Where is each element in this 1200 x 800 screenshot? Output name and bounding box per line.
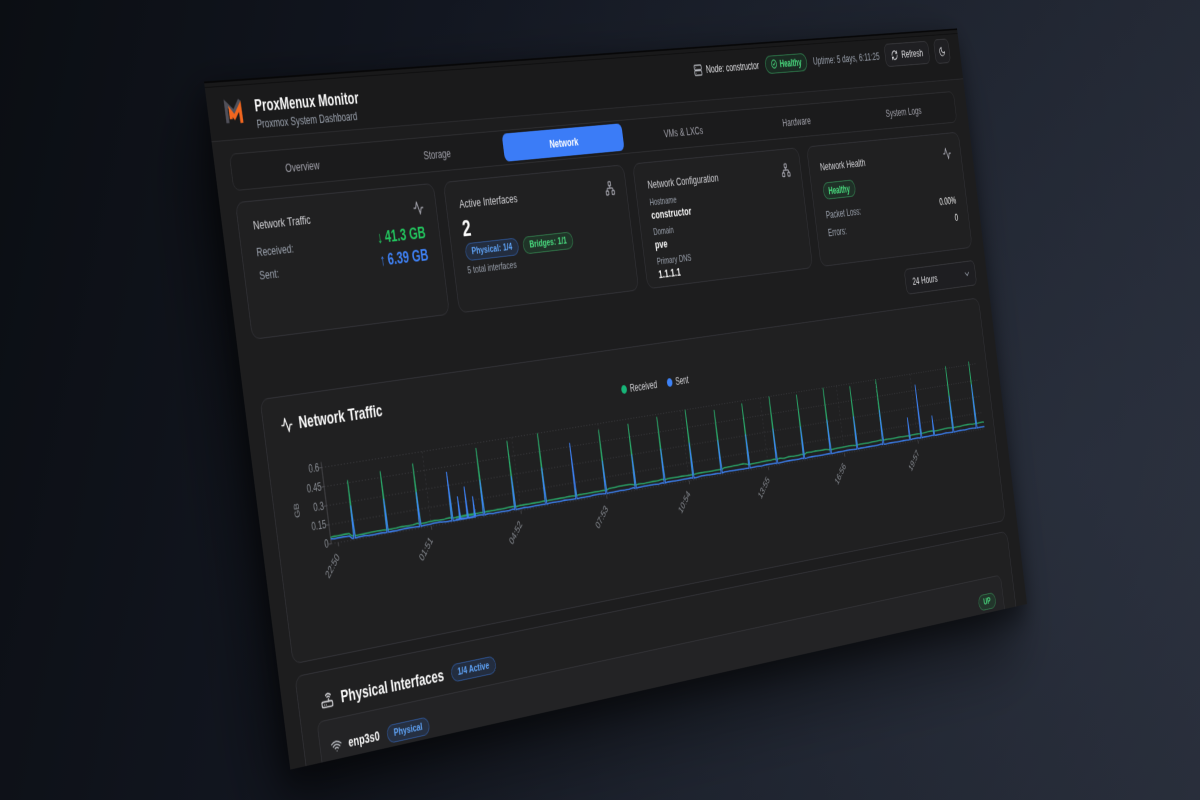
svg-text:19:57: 19:57 — [908, 448, 921, 473]
svg-text:10:54: 10:54 — [677, 489, 692, 516]
svg-text:0.45: 0.45 — [306, 481, 323, 496]
svg-text:0.6: 0.6 — [308, 462, 320, 476]
svg-text:0.15: 0.15 — [311, 519, 328, 534]
svg-text:22:50: 22:50 — [324, 551, 342, 581]
svg-text:16:56: 16:56 — [834, 461, 848, 487]
svg-text:0.3: 0.3 — [313, 500, 325, 514]
svg-text:GB: GB — [292, 503, 302, 519]
svg-text:01:51: 01:51 — [418, 535, 435, 564]
svg-text:04:52: 04:52 — [508, 519, 524, 547]
svg-text:0: 0 — [324, 539, 330, 552]
svg-text:13:55: 13:55 — [757, 475, 772, 502]
svg-text:07:53: 07:53 — [594, 503, 610, 531]
